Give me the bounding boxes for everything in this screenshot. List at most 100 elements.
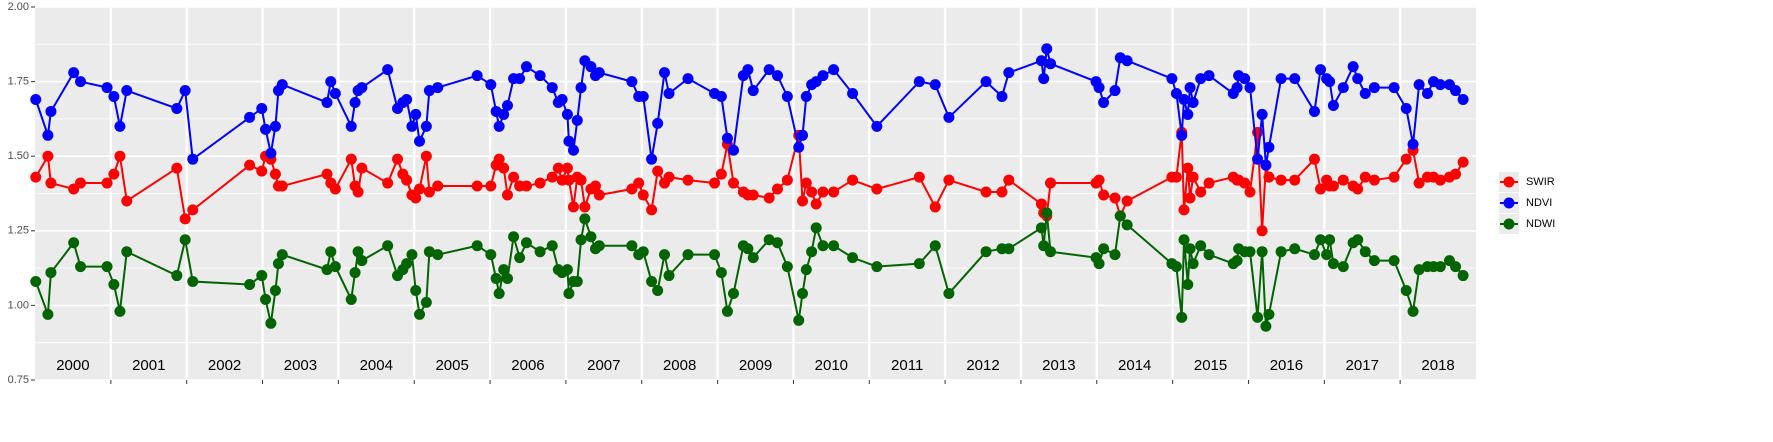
data-point: [828, 186, 840, 198]
data-point: [244, 159, 256, 171]
data-point: [485, 180, 497, 192]
data-point: [742, 64, 754, 76]
data-point: [980, 246, 992, 258]
data-point: [1434, 79, 1446, 91]
year-label: 2006: [511, 357, 544, 374]
data-point: [1260, 320, 1272, 332]
data-point: [382, 64, 394, 76]
data-point: [321, 264, 333, 276]
data-point: [1166, 73, 1178, 85]
y-tick-label: 2.00: [8, 1, 29, 13]
data-point: [1231, 82, 1243, 94]
data-point: [269, 168, 281, 180]
y-tick-label: 1.00: [8, 299, 29, 311]
data-point: [1368, 255, 1380, 267]
data-point: [929, 240, 941, 252]
data-point: [1170, 261, 1182, 273]
data-point: [1041, 207, 1053, 219]
data-point: [352, 186, 364, 198]
data-point: [633, 177, 645, 189]
data-point: [575, 174, 587, 186]
data-point: [709, 249, 721, 261]
data-point: [652, 165, 664, 177]
data-point: [546, 171, 558, 183]
data-point: [1359, 88, 1371, 100]
data-point: [508, 231, 520, 243]
data-point: [1038, 73, 1050, 85]
data-point: [646, 153, 658, 165]
data-point: [423, 186, 435, 198]
data-point: [1252, 311, 1264, 323]
data-point: [325, 76, 337, 88]
data-point: [561, 162, 573, 174]
data-point: [546, 240, 558, 252]
data-point: [265, 317, 277, 329]
data-point: [1327, 99, 1339, 111]
year-label: 2011: [891, 357, 923, 374]
data-point: [493, 287, 505, 299]
year-label: 2003: [284, 357, 317, 374]
data-point: [410, 284, 422, 296]
data-point: [420, 120, 432, 132]
data-point: [682, 249, 694, 261]
data-point: [1400, 284, 1412, 296]
data-point: [471, 180, 483, 192]
data-point: [101, 261, 113, 273]
data-point: [1352, 234, 1364, 246]
data-point: [1400, 153, 1412, 165]
data-point: [1244, 186, 1256, 198]
data-point: [563, 135, 575, 147]
data-point: [1434, 174, 1446, 186]
data-point: [763, 234, 775, 246]
data-point: [652, 284, 664, 296]
data-point: [410, 192, 422, 204]
data-point: [1109, 192, 1121, 204]
data-point: [108, 279, 120, 291]
data-point: [1321, 249, 1333, 261]
data-point: [179, 85, 191, 97]
data-point: [715, 91, 727, 103]
data-point: [423, 246, 435, 258]
data-point: [1121, 55, 1133, 67]
data-point: [800, 264, 812, 276]
data-point: [806, 246, 818, 258]
data-point: [1263, 171, 1275, 183]
data-point: [1170, 88, 1182, 100]
data-point: [1315, 234, 1327, 246]
data-point: [1289, 73, 1301, 85]
data-point: [171, 102, 183, 114]
data-point: [349, 96, 361, 108]
data-point: [108, 168, 120, 180]
data-point: [1239, 177, 1251, 189]
data-point: [471, 70, 483, 82]
data-point: [514, 252, 526, 264]
data-point: [179, 234, 191, 246]
data-point: [747, 252, 759, 264]
data-point: [1308, 153, 1320, 165]
data-point: [1195, 186, 1207, 198]
data-point: [658, 67, 670, 79]
year-label: 2012: [966, 357, 999, 374]
data-point: [420, 150, 432, 162]
data-point: [121, 85, 133, 97]
data-point: [325, 246, 337, 258]
data-point: [593, 189, 605, 201]
data-point: [1178, 94, 1190, 106]
data-point: [432, 249, 444, 261]
data-point: [1244, 246, 1256, 258]
data-point: [996, 186, 1008, 198]
data-point: [45, 177, 57, 189]
data-point: [382, 177, 394, 189]
data-point: [1121, 195, 1133, 207]
data-point: [663, 270, 675, 282]
data-point: [171, 162, 183, 174]
data-point: [501, 99, 513, 111]
data-point: [68, 237, 80, 249]
legend-label: NDVI: [1526, 197, 1552, 209]
data-point: [269, 284, 281, 296]
data-point: [747, 85, 759, 97]
data-point: [793, 141, 805, 153]
data-point: [556, 94, 568, 106]
data-point: [626, 240, 638, 252]
